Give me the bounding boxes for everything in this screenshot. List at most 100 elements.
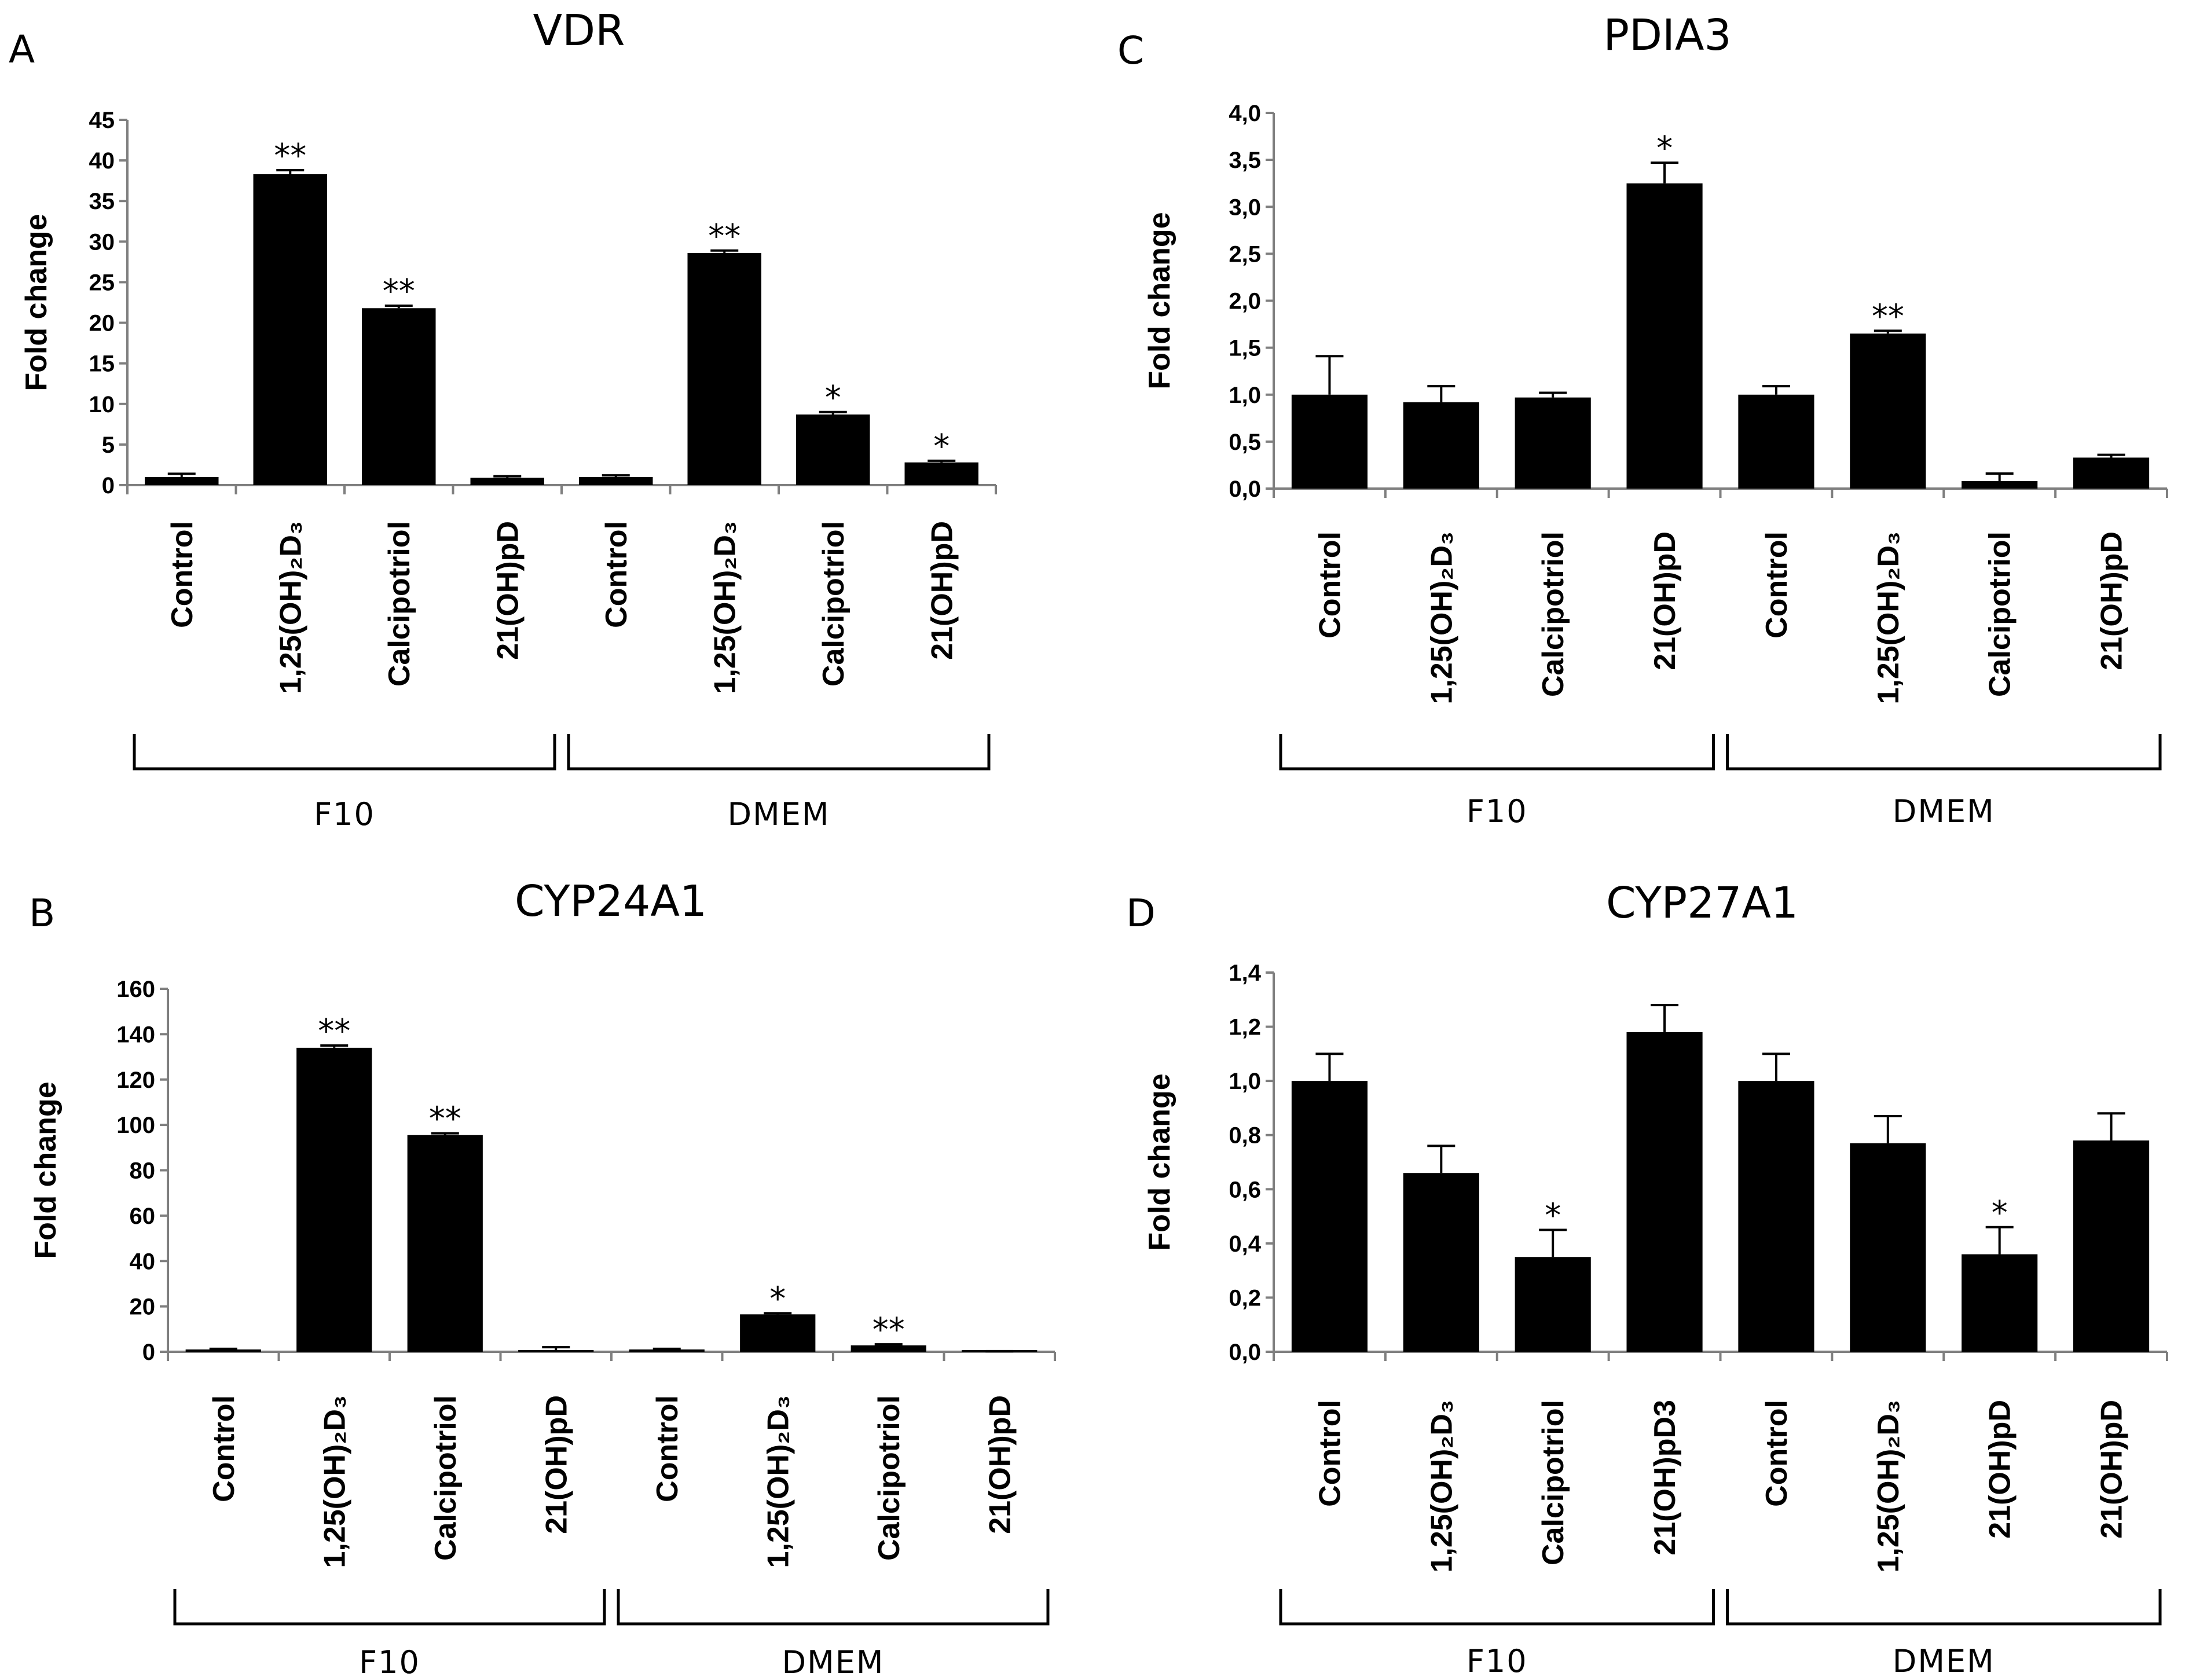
x-category-label: Calcipotriol bbox=[429, 1395, 463, 1561]
x-category-label: 21(OH)pD bbox=[983, 1395, 1017, 1534]
y-axis-label: Fold change bbox=[1143, 212, 1176, 389]
significance-marker: ** bbox=[708, 218, 740, 255]
bar-6-1-25-oh-d bbox=[1850, 333, 1926, 489]
bar-5-control bbox=[1738, 394, 1814, 489]
bar-2-1-25-oh-d bbox=[1403, 402, 1479, 489]
chart-title: CYP24A1 bbox=[515, 876, 707, 926]
x-category-label: 21(OH)pD bbox=[1984, 1400, 2017, 1539]
y-tick-label: 0,0 bbox=[1229, 476, 1261, 502]
panel-d: CYP27A1 D 0,0 0,2 0,4 0,6 0,8 1,0 1,2 1,4 Fold cha… bbox=[1126, 878, 2168, 1679]
bar-3-calcipotriol bbox=[362, 308, 436, 485]
bar-4-21-oh-pd bbox=[470, 478, 544, 485]
group-bracket bbox=[617, 1589, 1050, 1626]
x-category-label: 1,25(OH)₂D₃ bbox=[318, 1395, 351, 1568]
bar-2-1-25-oh-d bbox=[1403, 1173, 1479, 1352]
y-tick-label: 140 bbox=[116, 1022, 155, 1047]
bar-8-21-oh-pd bbox=[904, 462, 978, 485]
y-tick-label: 0 bbox=[102, 473, 115, 498]
y-tick-label: 15 bbox=[89, 351, 115, 377]
y-tick-label: 5 bbox=[102, 432, 115, 458]
chart-title: VDR bbox=[533, 6, 625, 56]
x-category-label: 21(OH)pD bbox=[2095, 1400, 2129, 1539]
bar-3-calcipotriol bbox=[1515, 1257, 1591, 1352]
group-label: DMEM bbox=[1893, 1643, 1995, 1679]
y-axis-label: Fold change bbox=[29, 1081, 63, 1259]
group-label: DMEM bbox=[728, 796, 830, 832]
y-tick-label: 0,2 bbox=[1229, 1285, 1261, 1311]
x-category-label: Calcipotriol bbox=[1537, 1400, 1570, 1565]
x-category-label: Calcipotriol bbox=[872, 1395, 906, 1561]
significance-marker: ** bbox=[429, 1101, 461, 1138]
x-category-label: 1,25(OH)₂D₃ bbox=[1872, 531, 1905, 705]
y-tick-label: 4,0 bbox=[1229, 101, 1261, 126]
y-tick-label: 1,5 bbox=[1229, 336, 1261, 361]
bar-6-1-25-oh-d bbox=[740, 1314, 816, 1352]
bar-7-calcipotriol bbox=[850, 1345, 926, 1352]
group-bracket bbox=[173, 1589, 606, 1626]
group-label: DMEM bbox=[1893, 793, 1995, 830]
y-tick-label: 80 bbox=[130, 1158, 156, 1184]
x-category-label: 1,25(OH)₂D₃ bbox=[1425, 531, 1458, 705]
x-category-label: 21(OH)pD bbox=[925, 521, 959, 660]
group-bracket bbox=[133, 734, 556, 771]
y-tick-label: 120 bbox=[116, 1068, 155, 1093]
y-tick-label: 60 bbox=[130, 1204, 156, 1229]
y-tick-label: 45 bbox=[89, 108, 115, 133]
bar-6-1-25-oh-d bbox=[687, 252, 761, 485]
significance-marker: * bbox=[825, 379, 841, 417]
y-tick-label: 40 bbox=[130, 1249, 156, 1274]
bar-4-21-oh-pd bbox=[1626, 183, 1703, 489]
y-tick-label: 1,4 bbox=[1229, 960, 1261, 986]
x-category-label: Control bbox=[1760, 1400, 1794, 1507]
bar-2-1-25-oh-d bbox=[253, 174, 327, 486]
panel-b: CYP24A1 B 0 20 40 60 80 100 120 140 160 Fold change… bbox=[29, 876, 1056, 1680]
group-label: DMEM bbox=[782, 1644, 885, 1680]
significance-marker: * bbox=[1545, 1197, 1561, 1234]
significance-marker: ** bbox=[318, 1013, 350, 1050]
significance-marker: * bbox=[1656, 130, 1673, 167]
x-category-label: Control bbox=[1760, 531, 1794, 639]
y-tick-label: 30 bbox=[89, 229, 115, 255]
significance-marker: * bbox=[933, 428, 949, 465]
group-label: F10 bbox=[314, 796, 375, 832]
y-tick-label: 10 bbox=[89, 392, 115, 417]
x-category-label: Calcipotriol bbox=[817, 521, 850, 687]
panel-letter: D bbox=[1126, 891, 1156, 936]
x-category-label: 21(OH)pD bbox=[1648, 531, 1682, 670]
group-label: F10 bbox=[1467, 793, 1528, 830]
group-bracket bbox=[1726, 1589, 2162, 1626]
x-category-label: 21(OH)pD bbox=[2095, 531, 2129, 670]
group-bracket bbox=[567, 734, 991, 771]
y-tick-label: 3,5 bbox=[1229, 148, 1261, 173]
panel-letter: A bbox=[9, 27, 35, 72]
y-tick-label: 2,5 bbox=[1229, 241, 1261, 267]
y-tick-label: 0,0 bbox=[1229, 1340, 1261, 1365]
x-category-label: Control bbox=[1313, 1400, 1347, 1507]
y-axis-label: Fold change bbox=[20, 214, 53, 391]
bar-1-control bbox=[185, 1349, 261, 1352]
y-tick-label: 0,4 bbox=[1229, 1231, 1261, 1257]
y-tick-label: 35 bbox=[89, 189, 115, 214]
x-category-label: Control bbox=[1313, 531, 1347, 639]
x-category-label: 21(OH)pD bbox=[540, 1395, 573, 1534]
bar-5-control bbox=[629, 1349, 705, 1352]
significance-marker: ** bbox=[1872, 298, 1904, 335]
y-tick-label: 25 bbox=[89, 270, 115, 295]
group-label: F10 bbox=[359, 1644, 420, 1680]
y-tick-label: 1,0 bbox=[1229, 383, 1261, 408]
panel-a: VDR A 0 5 10 15 20 25 30 35 40 45 Fold change Control… bbox=[9, 6, 997, 832]
bar-7-21-oh-pd bbox=[1962, 1254, 2038, 1352]
y-tick-label: 40 bbox=[89, 148, 115, 174]
significance-marker: ** bbox=[274, 137, 306, 175]
y-tick-label: 1,0 bbox=[1229, 1069, 1261, 1094]
y-tick-label: 2,0 bbox=[1229, 289, 1261, 314]
bar-8-21-oh-pd bbox=[2073, 1140, 2150, 1352]
x-category-label: 1,25(OH)₂D₃ bbox=[708, 521, 742, 694]
bar-3-calcipotriol bbox=[1515, 397, 1591, 489]
significance-marker: * bbox=[1992, 1194, 2008, 1232]
bar-1-control bbox=[1291, 1081, 1368, 1352]
x-category-label: Calcipotriol bbox=[383, 521, 416, 687]
y-tick-label: 100 bbox=[116, 1113, 155, 1138]
chart-title: CYP27A1 bbox=[1606, 878, 1798, 928]
bar-7-calcipotriol bbox=[796, 415, 870, 485]
